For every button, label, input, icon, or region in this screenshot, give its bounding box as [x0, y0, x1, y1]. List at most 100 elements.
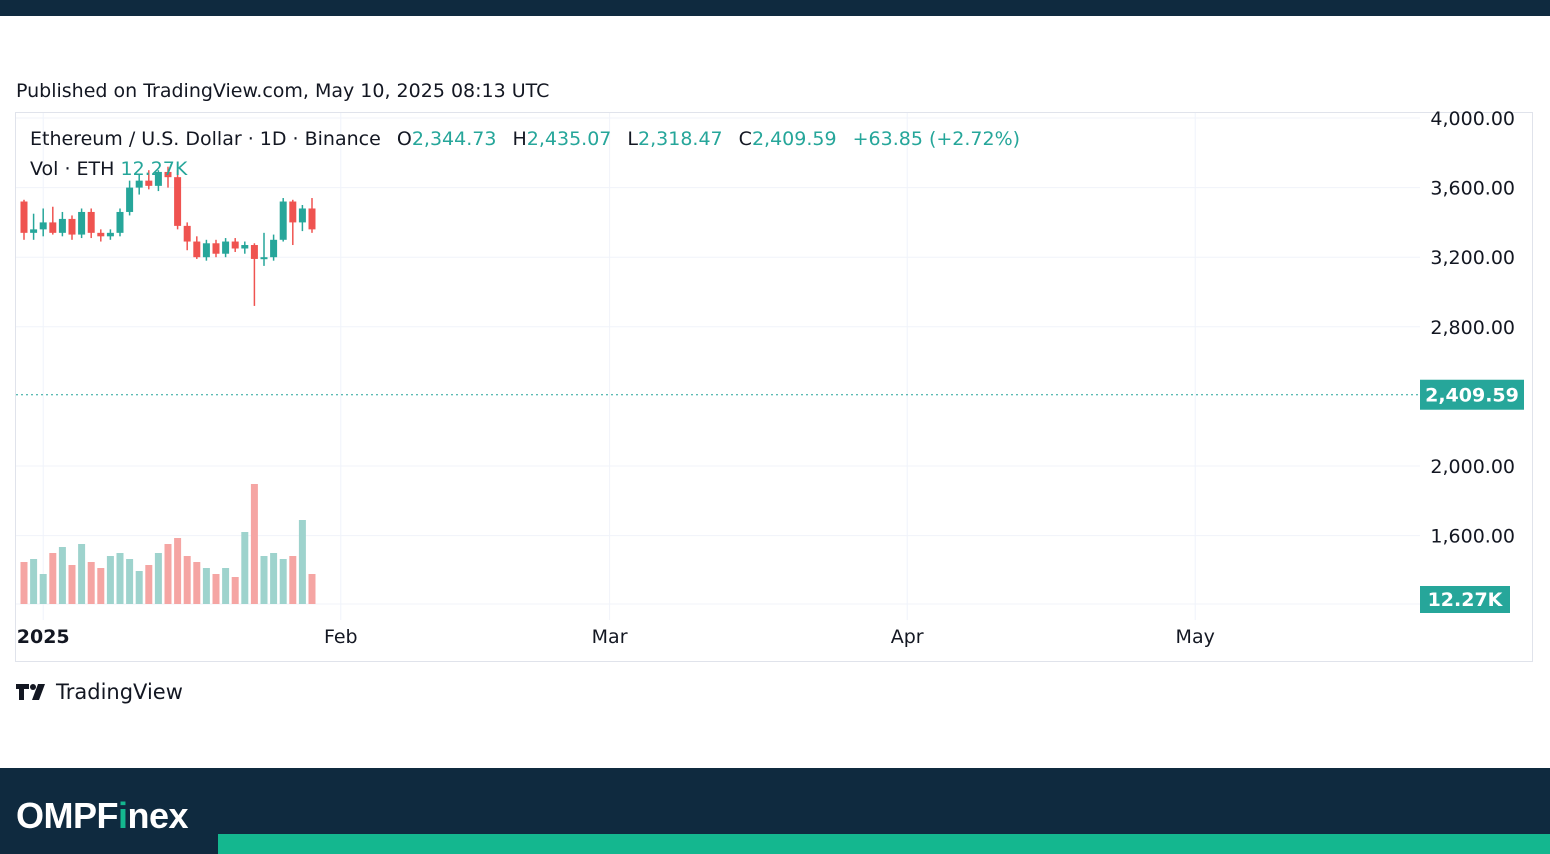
last-volume-tag: [1420, 586, 1510, 613]
y-tick-label: 2,800.00: [1430, 317, 1515, 339]
volume-bar: [212, 574, 220, 604]
candle-body: [260, 257, 268, 260]
volume-label: Vol · ETH: [30, 158, 115, 180]
candle-body: [202, 243, 210, 258]
open-label: O: [396, 128, 412, 150]
x-tick-label: Mar: [592, 626, 628, 648]
candle-body: [20, 201, 28, 233]
low-value: 2,318.47: [638, 128, 723, 150]
close-value: 2,409.59: [751, 128, 837, 150]
volume-bar: [106, 556, 114, 604]
volume-bar: [126, 559, 134, 604]
candle-body: [58, 218, 66, 233]
volume-bar: [39, 574, 47, 604]
volume-bar: [289, 556, 297, 604]
volume-bar: [308, 574, 316, 604]
x-tick-label: Feb: [324, 626, 358, 648]
candle-body: [250, 245, 258, 259]
y-tick-label: 3,600.00: [1430, 178, 1515, 200]
volume-bar: [78, 544, 86, 604]
candle-body: [164, 171, 172, 178]
brand-tail: nex: [127, 795, 189, 836]
candle-body: [49, 222, 57, 233]
last-price-tag: [1420, 379, 1524, 410]
tradingview-logo[interactable]: TradingView: [16, 680, 183, 704]
candle-body: [154, 171, 162, 186]
candle-body: [308, 208, 316, 230]
volume-bar: [58, 547, 66, 604]
candle-body: [106, 232, 114, 237]
volume-bar: [183, 556, 191, 604]
volume-bar: [202, 568, 210, 604]
last-volume-label: 12.27K: [1428, 589, 1504, 611]
volume-bar: [193, 562, 201, 604]
volume-bar: [270, 553, 278, 604]
y-tick-label: 2,000.00: [1430, 456, 1515, 478]
candle-body: [39, 222, 47, 230]
volume-bar: [298, 520, 306, 604]
x-tick-label: May: [1176, 626, 1215, 648]
candle-body: [87, 211, 95, 233]
candle-body: [231, 241, 239, 249]
volume-bar: [116, 553, 124, 604]
brand-logo[interactable]: OMPFinex: [16, 795, 189, 837]
high-value: 2,435.07: [526, 128, 612, 150]
candle-body: [126, 187, 134, 212]
volume-bar: [87, 562, 95, 604]
brand-accent: i: [118, 795, 128, 836]
volume-bar: [20, 562, 28, 604]
volume-bar: [135, 571, 143, 604]
last-price-label: 2,409.59: [1425, 385, 1519, 407]
candle-body: [241, 245, 249, 249]
candle-body: [97, 232, 105, 237]
published-caption: Published on TradingView.com, May 10, 20…: [16, 80, 550, 102]
low-label: L: [627, 128, 639, 150]
open-value: 2,344.73: [411, 128, 497, 150]
footer-accent-stripe: [218, 834, 1550, 854]
volume-bar: [241, 532, 249, 604]
candle-body: [174, 177, 182, 226]
volume-bar: [279, 559, 287, 604]
candle-body: [279, 201, 287, 240]
candle-body: [116, 211, 124, 233]
candle-body: [145, 180, 153, 186]
volume-legend: Vol · ETH 12.27K: [30, 158, 187, 180]
volume-bar: [154, 553, 162, 604]
change-value: +63.85 (+2.72%): [852, 128, 1021, 150]
close-label: C: [738, 128, 752, 150]
volume-bar: [97, 568, 105, 604]
candle-body: [68, 218, 76, 235]
ohlc-legend: Ethereum / U.S. Dollar · 1D · Binance O2…: [30, 128, 1020, 150]
symbol-label: Ethereum / U.S. Dollar · 1D · Binance: [30, 128, 381, 150]
candle-body: [78, 211, 86, 235]
candle-body: [289, 201, 297, 223]
candle-body: [212, 243, 220, 254]
y-tick-label: 4,000.00: [1430, 108, 1515, 130]
candle-body: [193, 241, 201, 258]
candle-body: [298, 208, 306, 223]
volume-bar: [164, 544, 172, 604]
tradingview-icon: [16, 684, 45, 700]
tradingview-text: TradingView: [56, 680, 183, 704]
y-tick-label: 3,200.00: [1430, 247, 1515, 269]
volume-bar: [145, 565, 153, 604]
candle-body: [270, 239, 278, 258]
candle-body: [135, 180, 143, 188]
volume-bar: [49, 553, 57, 604]
x-tick-label: Apr: [891, 626, 924, 648]
volume-bar: [260, 556, 268, 604]
volume-bar: [174, 538, 182, 604]
brand-main: OMPF: [16, 795, 119, 836]
volume-bar: [250, 484, 258, 604]
high-label: H: [512, 128, 527, 150]
x-tick-label: 2025: [17, 626, 70, 648]
volume-bar: [222, 568, 230, 604]
volume-bar: [231, 577, 239, 604]
volume-value: 12.27K: [120, 158, 188, 180]
chart-frame: [15, 112, 1533, 662]
volume-bar: [68, 565, 76, 604]
y-tick-label: 1,600.00: [1430, 526, 1515, 548]
volume-bar: [30, 559, 38, 604]
candle-body: [30, 229, 38, 233]
